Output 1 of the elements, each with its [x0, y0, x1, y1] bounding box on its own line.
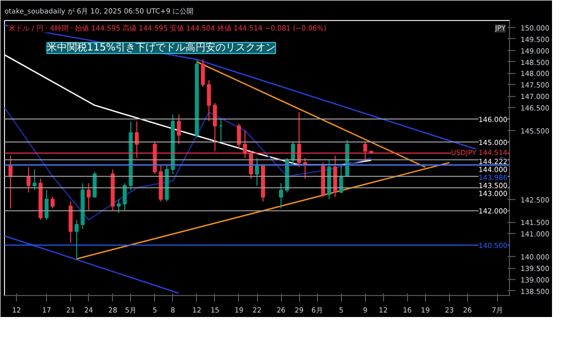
annotation: 米中関税115%引き下げでドル高円安のリスクオン [46, 41, 276, 54]
